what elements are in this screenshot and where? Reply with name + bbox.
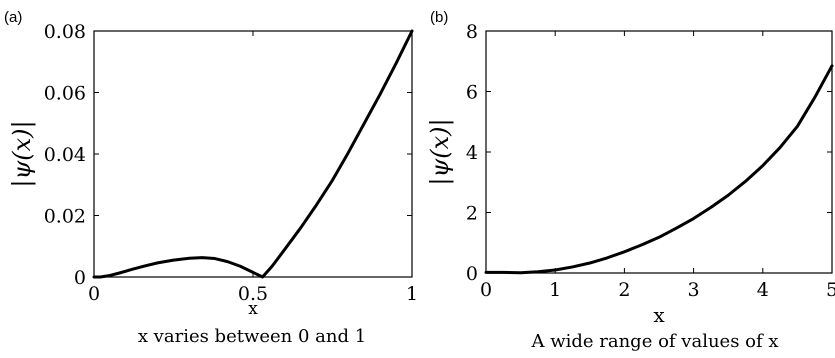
panel-a-x-tick-label: 0.5 bbox=[238, 283, 268, 305]
panel-a-y-tick-label: 0 bbox=[74, 267, 86, 289]
panel-b-y-tick-label: 4 bbox=[466, 142, 478, 164]
panel-a-caption: x varies between 0 and 1 bbox=[138, 326, 366, 347]
panel-b-x-tick-label: 1 bbox=[549, 279, 561, 301]
panel-b-series-line bbox=[484, 64, 834, 275]
panel-b-y-tick-label: 6 bbox=[466, 82, 478, 104]
panel-b-x-tick-label: 2 bbox=[618, 279, 630, 301]
panel-b-y-tick-label: 0 bbox=[466, 263, 478, 285]
panel-b-x-axis-label: x bbox=[653, 303, 665, 327]
panel-a-label: (a) bbox=[4, 9, 22, 26]
panel-a-y-ticks: 0 0.02 0.04 0.06 0.08 bbox=[44, 21, 412, 289]
panel-b-y-ticks: 0 2 4 6 8 bbox=[466, 21, 832, 285]
panel-a-series-line bbox=[92, 29, 414, 279]
panel-b-caption: A wide range of values of x bbox=[530, 331, 778, 352]
panel-b-y-tick-label: 2 bbox=[466, 203, 478, 225]
panel-a-x-axis-label: x bbox=[248, 299, 258, 319]
panel-a-x-tick-label: 1 bbox=[406, 283, 418, 305]
panel-b-y-tick-label: 8 bbox=[466, 21, 478, 43]
panel-a-y-tick-label: 0.06 bbox=[44, 83, 86, 105]
panel-b-x-tick-label: 3 bbox=[688, 279, 700, 301]
panel-a-y-axis-label: |ψ(x)| bbox=[8, 120, 37, 187]
panel-a: (a) 00.020.040.060.08 0 0.5 1 |ψ(x)| x x v… bbox=[4, 9, 418, 347]
panel-a-y-tick-label: 0.08 bbox=[44, 21, 86, 43]
panel-b-x-tick-label: 5 bbox=[826, 279, 835, 301]
panel-a-y-tick-label: 0.04 bbox=[44, 144, 86, 166]
panel-b-x-tick-label: 0 bbox=[480, 279, 492, 301]
panel-b-label: (b) bbox=[430, 9, 448, 26]
panel-a-x-ticks: 0 0.5 1 bbox=[88, 31, 418, 305]
panel-a-y-tick-label: 0.02 bbox=[44, 206, 86, 228]
panel-b: (b) 0 2 4 6 8 0 1 2 3 4 5 |ψ(x)| x A wide range o… bbox=[426, 9, 835, 352]
panel-b-x-tick-label: 4 bbox=[757, 279, 769, 301]
panel-b-y-axis-label: |ψ(x)| bbox=[426, 118, 455, 185]
panel-b-x-ticks: 0 1 2 3 4 5 bbox=[480, 31, 835, 301]
panel-a-plot-frame bbox=[93, 30, 413, 278]
panel-a-x-tick-label: 0 bbox=[88, 283, 100, 305]
